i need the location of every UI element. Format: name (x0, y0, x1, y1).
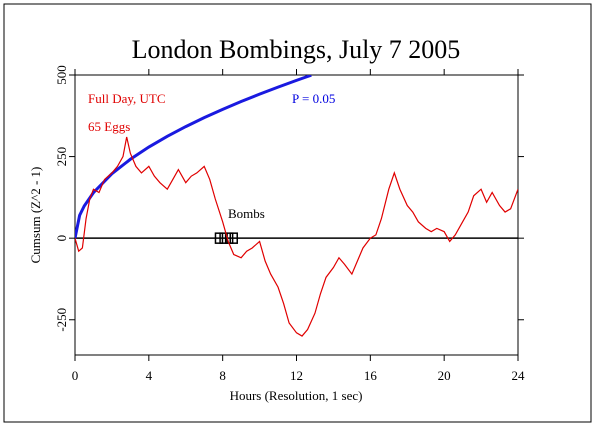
bombs-label: Bombs (228, 206, 265, 221)
x-tick-label: 24 (512, 368, 526, 383)
y-axis-label: Cumsum (Z^2 - 1) (28, 167, 43, 264)
x-tick-label: 8 (219, 368, 226, 383)
x-tick-label: 0 (72, 368, 79, 383)
chart-title: London Bombings, July 7 2005 (132, 35, 461, 64)
x-tick-label: 4 (146, 368, 153, 383)
y-tick-label: 500 (54, 65, 69, 85)
annotation: Full Day, UTC (88, 91, 166, 106)
bomb-marker (229, 232, 238, 244)
annotation: P = 0.05 (292, 91, 335, 106)
x-tick-label: 20 (438, 368, 451, 383)
y-tick-label: 0 (54, 235, 69, 242)
x-tick-label: 12 (290, 368, 303, 383)
y-tick-label: -250 (54, 308, 69, 332)
bomb-marker (214, 232, 224, 244)
x-axis-label: Hours (Resolution, 1 sec) (230, 388, 363, 403)
y-tick-label: 250 (54, 147, 69, 167)
annotation: 65 Eggs (88, 119, 130, 134)
x-tick-label: 16 (364, 368, 378, 383)
plot-frame (74, 74, 519, 356)
series-line (75, 136, 518, 337)
frame (3, 3, 592, 423)
